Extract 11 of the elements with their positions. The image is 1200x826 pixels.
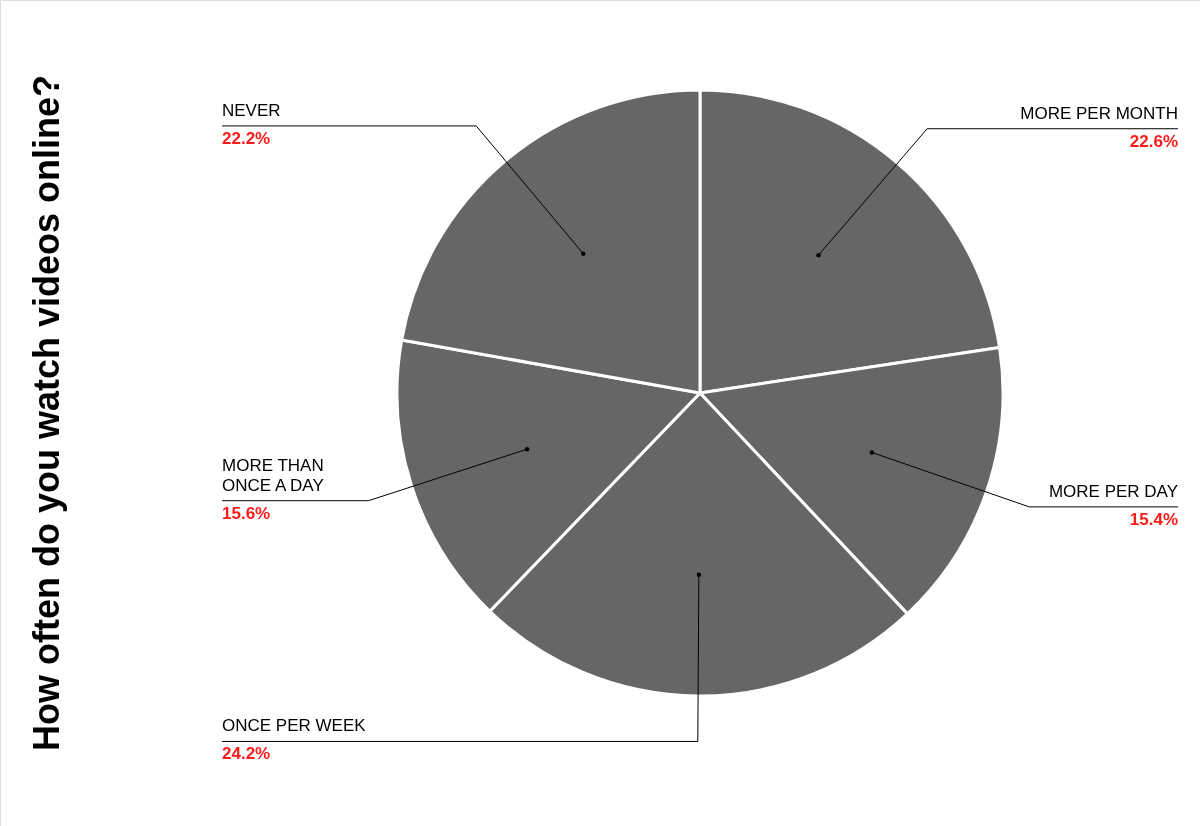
- slice-label: MORE PER DAY: [1048, 481, 1178, 501]
- data-label: 15.4%: [1129, 509, 1178, 529]
- data-label: 22.6%: [1129, 131, 1178, 151]
- data-label: 15.6%: [222, 503, 271, 523]
- slice-label: NEVER: [222, 100, 281, 120]
- slice-label: MORE THAN ONCE A DAY: [222, 455, 324, 495]
- slice-label: MORE PER MONTH: [1020, 103, 1178, 123]
- data-label: 24.2%: [222, 744, 271, 764]
- slice-label: ONCE PER WEEK: [222, 716, 367, 736]
- data-label: 22.2%: [222, 128, 271, 148]
- text: How often do you watch videos online?: [26, 74, 67, 752]
